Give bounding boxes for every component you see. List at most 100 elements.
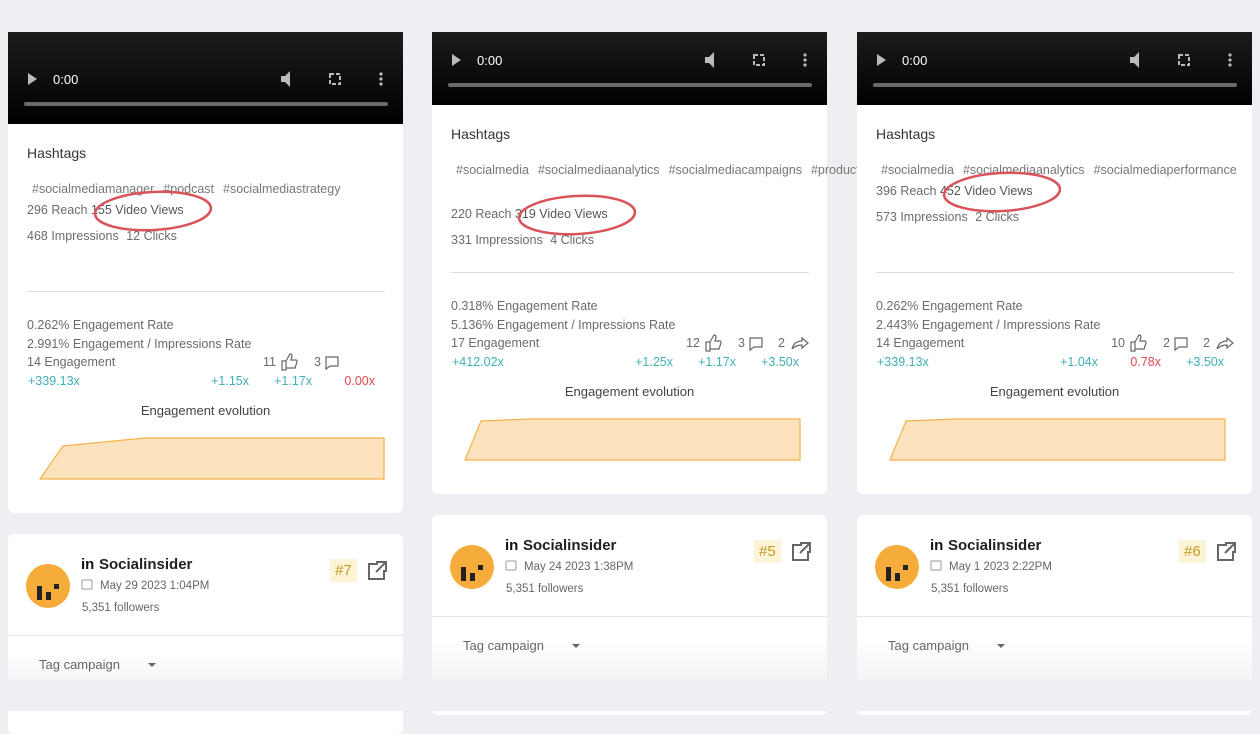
hashtag: #socialmediamanager [32,182,155,196]
tag-campaign-dropdown[interactable]: Tag campaign [888,638,969,653]
likes-count: 12 [686,336,700,350]
multiplier: 0.78x [1130,355,1161,369]
page: 0:00 Hashtags #socialmediamanager #podcast #… [0,32,1260,734]
hashtags-label: Hashtags [27,145,87,161]
impressions: 468 Impressions [27,229,119,243]
fullscreen-icon [753,54,765,66]
multiplier: +3.50x [761,355,799,369]
tag-campaign-dropdown[interactable]: Tag campaign [39,657,120,672]
multiplier: +1.25x [635,355,673,369]
multiplier: +412.02x [452,355,504,369]
evolution-label: Engagement evolution [989,384,1120,399]
multiplier: 0.00x [344,374,375,388]
impressions-row: 331 Impressions 4 Clicks [451,233,594,247]
divider [27,291,385,292]
clicks: 4 Clicks [550,233,594,247]
comments-count: 2 [1163,336,1170,350]
fade [857,635,1252,680]
bottom-band [0,680,1260,711]
reach-row: 220 Reach 319 Video Views [451,207,608,221]
linkedin-logo: in [505,537,519,554]
impressions-rate: 2.443% Engagement / Impressions Rate [876,318,1101,332]
post-card [857,32,1252,494]
reach: 296 Reach [27,203,88,217]
video-views: 155 Video Views [90,203,184,217]
impressions-rate: 5.136% Engagement / Impressions Rate [451,318,676,332]
hashtags: #socialmedia #socialmediaanalytics #social… [881,159,1241,182]
clicks: 12 Clicks [126,229,177,243]
likes-count: 11 [263,355,276,369]
hashtag: #socialmedia [456,163,529,177]
video-views: 319 Video Views [514,207,608,221]
comments-count: 3 [314,355,321,369]
hashtag: #socialmediaanalytics [537,163,660,177]
progress-bar [873,83,1237,87]
video-controls[interactable] [8,32,403,124]
impressions-row: 468 Impressions 12 Clicks [27,229,177,243]
followers: 5,351 followers [506,583,584,595]
hashtag: #socialmediastrategy [223,182,341,196]
hashtag: #socialmedia [881,163,954,177]
multiplier: +1.17x [274,374,312,388]
reach: 220 Reach [451,207,512,221]
volume-icon [1130,52,1139,68]
menu-dot [1228,53,1232,57]
impressions: 573 Impressions [876,210,968,224]
linkedin-logo: in [930,537,944,554]
evolution-label: Engagement evolution [140,403,271,418]
engagement-rate: 0.262% Engagement Rate [27,318,174,332]
volume-icon [705,52,714,68]
progress-bar [24,102,388,106]
multiplier: +1.17x [698,355,736,369]
engagement-rate: 0.262% Engagement Rate [876,299,1023,313]
post-date: May 24 2023 1:38PM [524,561,634,573]
multiplier: +339.13x [877,355,929,369]
fullscreen-icon [329,73,341,85]
rank-badge: #5 [754,540,781,563]
impressions-rate: 2.991% Engagement / Impressions Rate [27,337,252,351]
rank-badge: #7 [330,559,357,582]
volume-icon [281,71,290,87]
tag-campaign-dropdown[interactable]: Tag campaign [463,638,544,653]
menu-dot [379,77,383,81]
video-views: 452 Video Views [939,184,1033,198]
divider [8,635,403,636]
menu-dot [803,63,807,67]
hashtag: #podcast [163,182,215,196]
video-time: 0:00 [902,53,928,68]
video-controls[interactable] [857,32,1252,105]
fade [432,635,827,680]
progress-bar [448,83,812,87]
followers: 5,351 followers [82,602,160,614]
divider [857,616,1252,617]
video-time: 0:00 [53,72,79,87]
play-icon [877,54,886,66]
hashtag: #socialmediacampaigns [668,163,802,177]
divider [451,272,809,273]
profile-name: Socialinsider [948,537,1042,554]
reach-row: 296 Reach 155 Video Views [27,203,184,217]
menu-dot [1228,58,1232,62]
video-controls[interactable] [432,32,827,105]
comments-count: 3 [738,336,745,350]
multiplier: +1.15x [211,374,249,388]
post-date: May 1 2023 2:22PM [949,561,1052,573]
menu-dot [803,58,807,62]
profile-name: Socialinsider [99,556,193,573]
followers: 5,351 followers [931,583,1009,595]
engagement: 14 Engagement [876,336,965,350]
post-date: May 29 2023 1:04PM [100,580,210,592]
fullscreen-icon [1178,54,1190,66]
divider [876,272,1234,273]
video-player: 0:00 [432,32,827,105]
menu-dot [1228,63,1232,67]
rank-badge: #6 [1179,540,1206,563]
video-time: 0:00 [477,53,503,68]
reach-row: 396 Reach 452 Video Views [876,184,1033,198]
engagement-rate: 0.318% Engagement Rate [451,299,598,313]
clicks: 2 Clicks [975,210,1019,224]
engagement: 17 Engagement [451,336,540,350]
profile-name: Socialinsider [523,537,617,554]
menu-dot [803,53,807,57]
multiplier: +339.13x [28,374,80,388]
